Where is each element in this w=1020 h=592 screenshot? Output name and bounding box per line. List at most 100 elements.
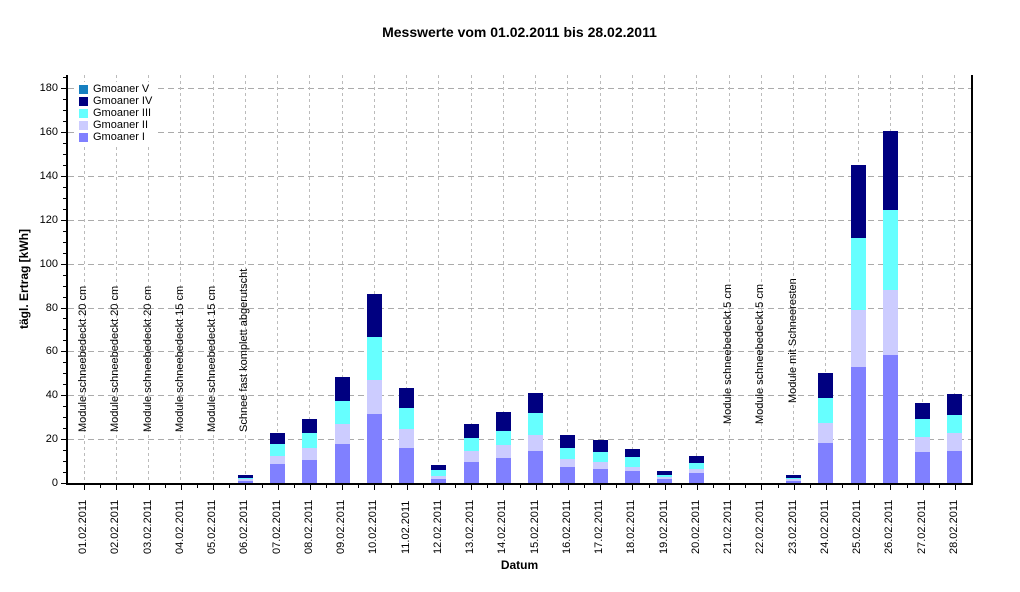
- gridline-v: [438, 75, 440, 483]
- bar-segment: [915, 436, 931, 453]
- bar-segment: [431, 465, 447, 471]
- bar-segment: [334, 400, 350, 424]
- legend-label: Gmoaner I: [93, 131, 145, 143]
- legend-swatch: [79, 84, 88, 94]
- bar-segment: [818, 398, 834, 423]
- x-minor-tick: [390, 485, 392, 488]
- gridline-h: [68, 395, 971, 397]
- x-tick-label: 12.02.2011: [431, 499, 444, 554]
- x-minor-tick: [358, 485, 360, 488]
- x-minor-tick: [874, 485, 876, 488]
- x-tick-label: 10.02.2011: [367, 499, 380, 554]
- bar-segment: [237, 480, 253, 483]
- y-tick: [61, 263, 66, 265]
- bar-segment: [528, 393, 544, 414]
- y-tick-label: 100: [39, 257, 58, 270]
- legend-item: Gmoaner V: [79, 83, 152, 95]
- x-tick: [858, 485, 860, 490]
- bar-segment: [463, 462, 479, 483]
- x-minor-tick: [422, 485, 424, 488]
- gridline-h: [68, 263, 971, 265]
- bar-segment: [915, 452, 931, 483]
- y-minor-tick: [63, 99, 66, 101]
- y-tick-label: 60: [45, 345, 58, 358]
- x-tick: [825, 485, 827, 490]
- x-tick: [180, 485, 182, 490]
- bar-segment: [657, 477, 673, 480]
- x-tick-label: 25.02.2011: [851, 499, 864, 554]
- y-tick: [61, 88, 66, 90]
- x-tick: [213, 485, 215, 490]
- y-minor-tick: [63, 329, 66, 331]
- legend-item: Gmoaner III: [79, 107, 152, 119]
- x-tick: [245, 485, 247, 490]
- bar-segment: [270, 432, 286, 445]
- plot-area: Module schneebedeckt 20 cm Module schneeb…: [66, 75, 973, 485]
- y-minor-tick: [63, 340, 66, 342]
- x-minor-tick: [745, 485, 747, 488]
- y-tick-label: 120: [39, 213, 58, 226]
- y-minor-tick: [63, 362, 66, 364]
- x-minor-tick: [261, 485, 263, 488]
- bar-segment: [495, 411, 511, 431]
- bar-segment: [270, 455, 286, 465]
- y-tick-label: 20: [45, 433, 58, 446]
- chart-title: Messwerte vom 01.02.2011 bis 28.02.2011: [382, 24, 657, 40]
- annotation-label: Module schneebedeckt 5 cm: [754, 283, 767, 424]
- annotation-label: Module schneebedeckt 20 cm: [109, 285, 122, 432]
- bar-segment: [657, 470, 673, 475]
- x-tick-label: 01.02.2011: [77, 499, 90, 554]
- x-tick: [664, 485, 666, 490]
- x-tick: [438, 485, 440, 490]
- x-tick: [890, 485, 892, 490]
- bar-segment: [624, 456, 640, 467]
- gridline-v: [631, 75, 633, 483]
- bar-segment: [882, 130, 898, 210]
- gridline-v: [760, 75, 762, 483]
- y-minor-tick: [63, 461, 66, 463]
- x-minor-tick: [293, 485, 295, 488]
- bar-segment: [399, 387, 415, 409]
- gridline-v: [180, 75, 182, 483]
- x-tick-label: 26.02.2011: [883, 499, 896, 554]
- x-tick-label: 15.02.2011: [528, 499, 541, 554]
- annotation-label: Module schneebedeckt 20 cm: [141, 285, 154, 432]
- bar-segment: [495, 431, 511, 446]
- x-tick-label: 02.02.2011: [109, 499, 122, 554]
- legend-item: Gmoaner II: [79, 119, 152, 131]
- bar-segment: [302, 419, 318, 434]
- gridline-h: [68, 175, 971, 177]
- bar-segment: [431, 478, 447, 483]
- x-tick-label: 09.02.2011: [335, 499, 348, 554]
- gridline-v: [502, 75, 504, 483]
- bar-segment: [624, 466, 640, 471]
- x-tick: [374, 485, 376, 490]
- y-minor-tick: [63, 296, 66, 298]
- gridline-v: [825, 75, 827, 483]
- bar-segment: [592, 461, 608, 470]
- annotation-label: Module mit Schneeresten: [786, 278, 799, 403]
- gridline-h: [68, 439, 971, 441]
- x-tick: [632, 485, 634, 490]
- y-minor-tick: [63, 417, 66, 419]
- x-tick: [600, 485, 602, 490]
- x-minor-tick: [197, 485, 198, 488]
- x-minor-tick: [616, 485, 618, 488]
- bar-segment: [850, 309, 866, 367]
- x-minor-tick: [584, 485, 585, 488]
- bar-segment: [270, 444, 286, 456]
- legend-swatch: [79, 132, 88, 142]
- x-tick-label: 13.02.2011: [464, 499, 477, 554]
- y-tick-label: 180: [39, 82, 58, 95]
- y-minor-tick: [63, 121, 66, 123]
- gridline-h: [68, 219, 971, 221]
- bar-segment: [302, 433, 318, 449]
- gridline-v: [244, 75, 246, 483]
- x-tick-label: 20.02.2011: [689, 499, 702, 554]
- x-tick-label: 27.02.2011: [915, 499, 928, 554]
- x-minor-tick: [551, 485, 553, 488]
- bar-segment: [463, 438, 479, 451]
- x-minor-tick: [777, 485, 779, 488]
- gridline-v: [341, 75, 343, 483]
